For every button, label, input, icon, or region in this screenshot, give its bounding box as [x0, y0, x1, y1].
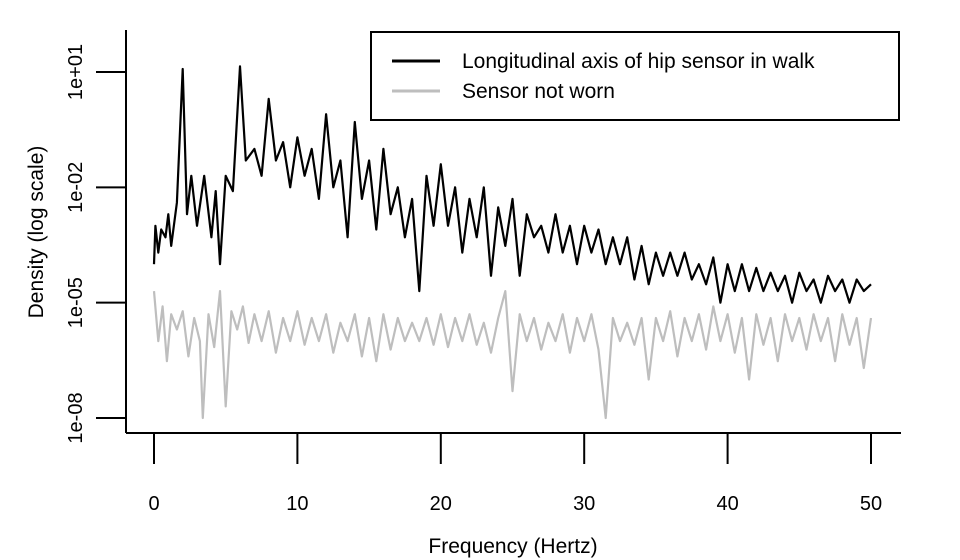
x-tick-label: 50	[860, 493, 882, 515]
y-tick-label: 1e-05	[65, 277, 87, 328]
legend-box	[370, 31, 900, 121]
x-tick-label: 10	[286, 493, 308, 515]
legend-label-not-worn: Sensor not worn	[462, 80, 615, 103]
legend: Longitudinal axis of hip sensor in walk …	[370, 31, 900, 121]
x-tick-label: 20	[430, 493, 452, 515]
y-tick-label: 1e+01	[65, 44, 87, 100]
x-tick-label: 0	[148, 493, 159, 515]
legend-label-walk: Longitudinal axis of hip sensor in walk	[462, 50, 815, 73]
y-axis: 1e-08 1e-05 1e-02 1e+01	[65, 30, 127, 444]
x-tick-label: 30	[573, 493, 595, 515]
y-tick-label: 1e-02	[65, 162, 87, 213]
y-tick-label: 1e-08	[65, 392, 87, 443]
x-axis: 0 10 20 30 40 50	[126, 432, 901, 515]
plot-area	[152, 65, 873, 420]
x-tick-label: 40	[716, 493, 738, 515]
x-axis-title: Frequency (Hertz)	[428, 535, 597, 558]
series-line-walk	[152, 65, 872, 304]
series-line-not-worn	[152, 290, 873, 420]
y-axis-title: Density (log scale)	[25, 146, 48, 319]
